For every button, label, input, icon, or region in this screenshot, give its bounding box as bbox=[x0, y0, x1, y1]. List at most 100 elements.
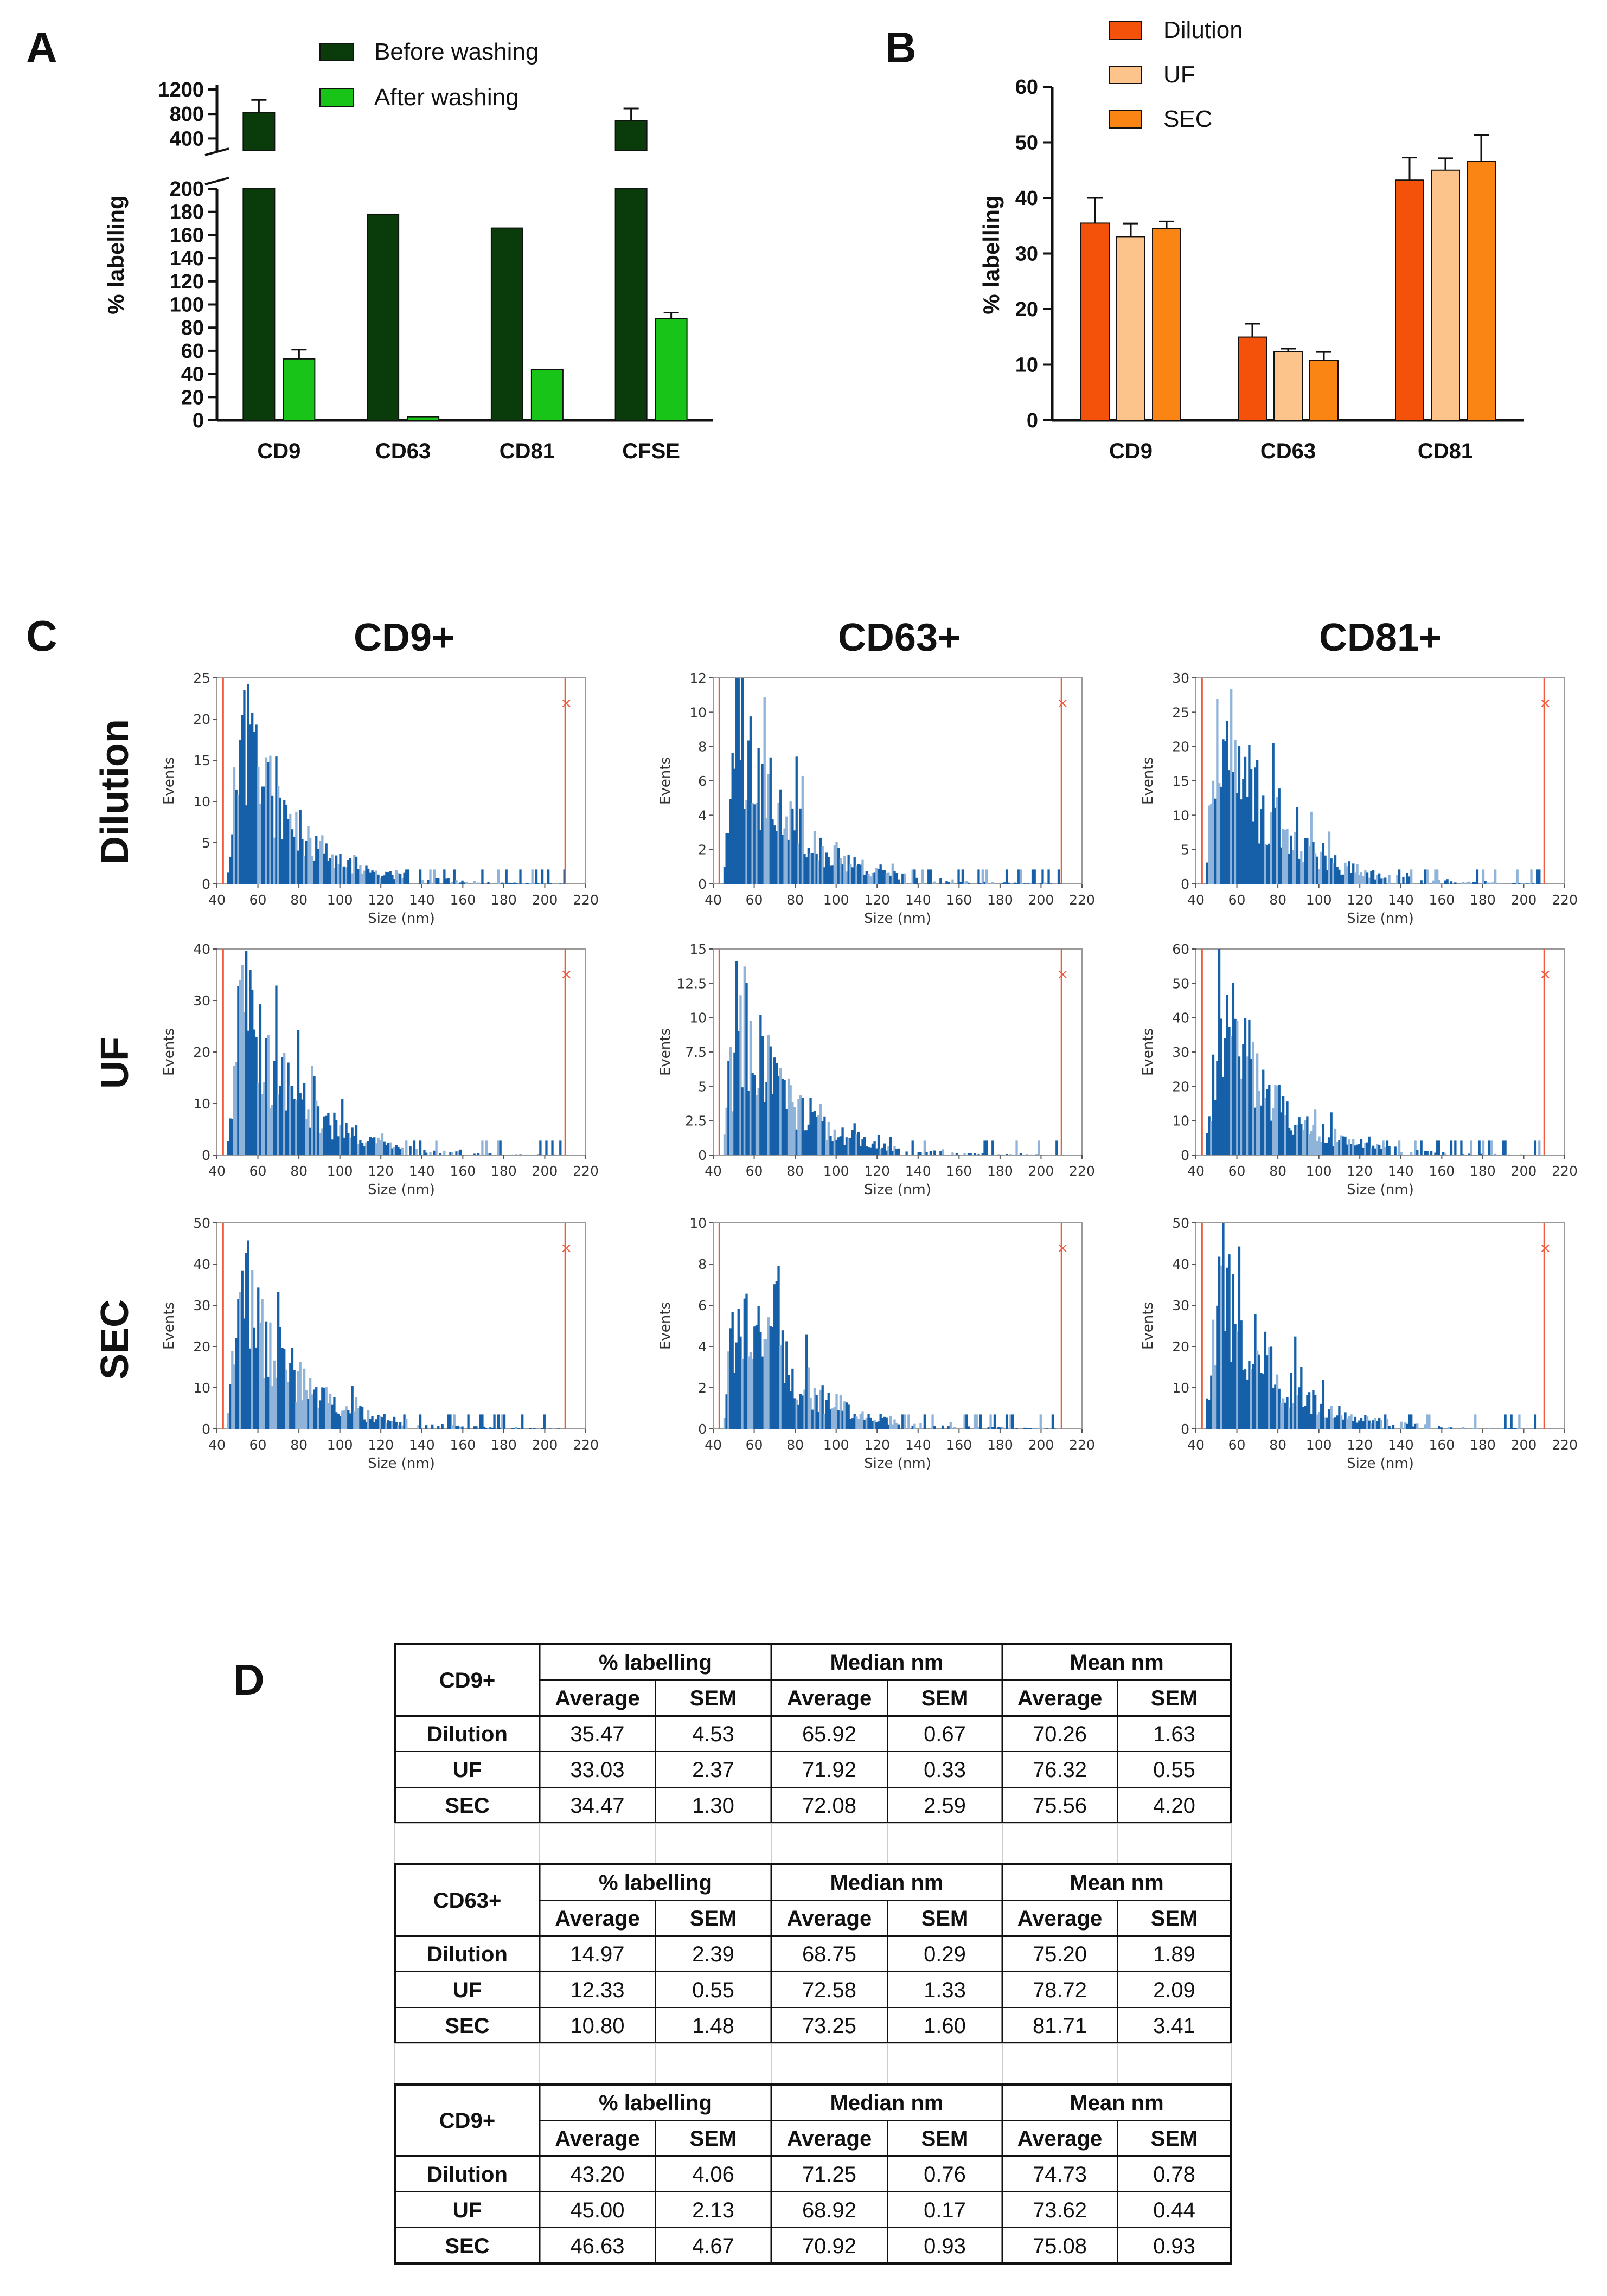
histogram-bar bbox=[351, 1386, 354, 1429]
histogram-bar bbox=[1364, 1415, 1367, 1429]
histogram-x-tick-label: 120 bbox=[1347, 1437, 1373, 1453]
histogram-bar bbox=[1288, 854, 1291, 884]
histogram-bar bbox=[1264, 844, 1267, 884]
histogram-bar bbox=[1264, 1098, 1267, 1155]
histogram-bar bbox=[1322, 1379, 1325, 1429]
bar-a-after-washing bbox=[407, 416, 440, 421]
histogram-bar bbox=[791, 1102, 794, 1155]
histogram-bar bbox=[773, 1057, 776, 1155]
histogram-bar bbox=[1384, 877, 1387, 884]
histogram-bar bbox=[1480, 1153, 1483, 1155]
histogram-bar bbox=[1278, 788, 1281, 884]
table-cell: 73.62 bbox=[1033, 2198, 1087, 2222]
histogram-bar bbox=[261, 1094, 264, 1155]
histogram-bar bbox=[877, 869, 880, 884]
histogram-bar bbox=[1366, 1416, 1369, 1429]
bar-a-before-washing-upper bbox=[242, 112, 276, 151]
legend-swatch-b bbox=[1109, 66, 1142, 84]
histogram-bar bbox=[985, 869, 988, 884]
histogram-bar bbox=[1230, 1036, 1233, 1155]
histogram-bar bbox=[739, 1336, 742, 1429]
table-cell: 2.09 bbox=[1153, 1978, 1195, 2002]
histogram-bar bbox=[969, 1153, 972, 1155]
histogram-bar bbox=[1472, 1427, 1475, 1429]
histogram-bar bbox=[725, 1107, 728, 1155]
histogram-bar bbox=[767, 774, 770, 884]
histogram-bar bbox=[1326, 1143, 1329, 1155]
histogram-bar bbox=[1416, 1423, 1419, 1429]
histogram-bar bbox=[1534, 883, 1537, 884]
histogram-bar bbox=[847, 854, 850, 884]
histogram-bar bbox=[299, 810, 302, 884]
histogram-bar bbox=[277, 1292, 280, 1429]
histogram-bar bbox=[963, 1153, 966, 1155]
histogram-bar bbox=[1250, 769, 1253, 884]
histogram-bar bbox=[513, 882, 516, 884]
histogram-bar bbox=[965, 881, 968, 884]
histogram-bar bbox=[247, 1030, 249, 1155]
table-subheader: Average bbox=[787, 1907, 872, 1931]
histogram-bar bbox=[285, 1369, 288, 1429]
histogram-bar bbox=[281, 1348, 284, 1429]
histogram-bar bbox=[473, 1426, 476, 1429]
histogram-bar bbox=[1214, 798, 1217, 884]
histogram-bar bbox=[1011, 1414, 1014, 1429]
histogram-bar bbox=[1210, 1121, 1213, 1155]
histogram-bar bbox=[377, 1137, 380, 1155]
histogram-bar bbox=[723, 1418, 726, 1429]
y-tick-label-a: 60 bbox=[181, 340, 204, 363]
histogram-bar bbox=[1474, 882, 1477, 884]
histogram-bar bbox=[1286, 829, 1289, 884]
histogram-bar bbox=[919, 1423, 922, 1429]
histogram-x-tick-label: 160 bbox=[1429, 1163, 1455, 1179]
histogram-bar bbox=[375, 1419, 378, 1429]
histogram-bar bbox=[473, 881, 476, 884]
histogram-bar bbox=[1286, 1101, 1289, 1155]
histogram-bar bbox=[263, 786, 266, 884]
histogram-bar bbox=[1446, 879, 1449, 884]
histogram-bar bbox=[329, 858, 332, 884]
histogram-bar bbox=[307, 826, 310, 884]
histogram-x-tick-label: 200 bbox=[532, 1437, 558, 1453]
histogram-bar bbox=[863, 875, 866, 884]
histogram-bar bbox=[1386, 1140, 1389, 1155]
histogram-bar bbox=[317, 1407, 320, 1429]
histogram-bar bbox=[763, 1339, 766, 1429]
histogram-bar bbox=[1362, 1147, 1365, 1155]
histogram-bar bbox=[1360, 1139, 1363, 1155]
histogram-bar bbox=[1536, 869, 1539, 884]
histogram-bar bbox=[1244, 756, 1247, 884]
histogram-bar bbox=[1406, 1423, 1408, 1429]
histogram-bar bbox=[1234, 1324, 1237, 1429]
histogram-bar bbox=[745, 1293, 748, 1429]
histogram-bar bbox=[1336, 1415, 1339, 1429]
table-cell: 1.48 bbox=[692, 2014, 734, 2038]
histogram-bar bbox=[347, 860, 350, 884]
histogram-bar bbox=[241, 1270, 244, 1429]
histogram-bar bbox=[1015, 1428, 1018, 1429]
histogram-bar bbox=[1322, 843, 1325, 884]
histogram-bar bbox=[435, 878, 438, 884]
histogram-x-tick-label: 160 bbox=[1429, 892, 1455, 908]
histogram-bar bbox=[865, 871, 868, 884]
histogram-y-tick-label: 5 bbox=[202, 835, 210, 851]
histogram-x-tick-label: 40 bbox=[208, 1437, 226, 1453]
histogram-bar bbox=[275, 985, 278, 1155]
histogram-bar bbox=[393, 1416, 396, 1429]
histogram-bar bbox=[897, 1148, 900, 1155]
histogram-bar bbox=[881, 1418, 884, 1429]
histogram-bar bbox=[1388, 875, 1391, 884]
histogram-y-tick-label: 5 bbox=[1181, 842, 1189, 858]
histogram-bar bbox=[851, 1418, 854, 1429]
histogram-bar bbox=[1274, 807, 1277, 884]
histogram-bar bbox=[839, 1136, 842, 1155]
histogram-bar bbox=[433, 1150, 436, 1155]
histogram-bar bbox=[295, 811, 298, 884]
histogram-bar bbox=[917, 1152, 920, 1155]
table-cell: 76.32 bbox=[1033, 1758, 1087, 1782]
table-row-label: UF bbox=[453, 1758, 482, 1782]
histogram-bar bbox=[905, 1151, 908, 1155]
histogram-bar bbox=[727, 1061, 730, 1155]
histogram-bar bbox=[893, 1419, 896, 1429]
histogram-bar bbox=[1222, 739, 1225, 884]
